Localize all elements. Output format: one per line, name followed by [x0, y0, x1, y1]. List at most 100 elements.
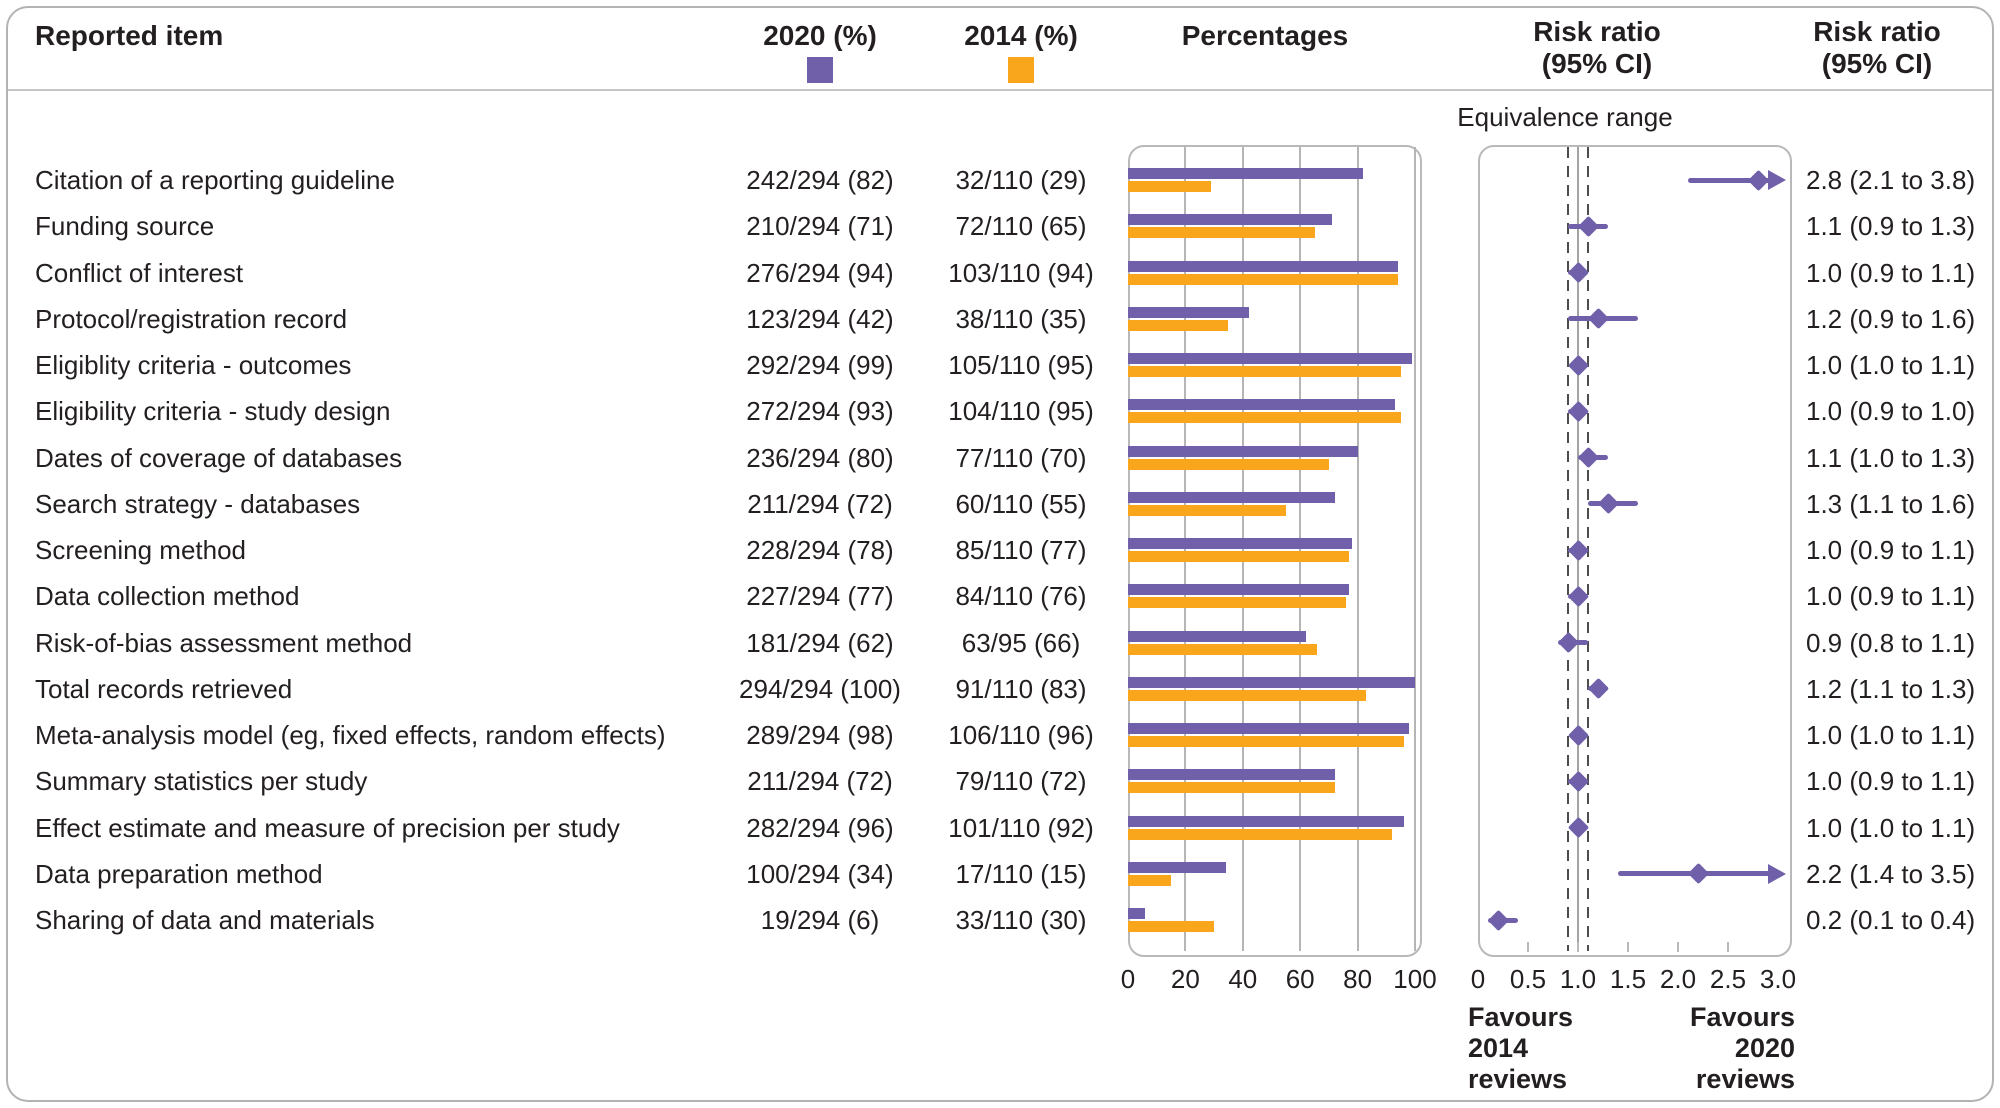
row-risk-ratio-text: 1.0 (0.9 to 1.1)	[1806, 535, 1976, 565]
bar-2014	[1128, 782, 1335, 794]
row-value-2014: 72/110 (65)	[955, 211, 1087, 242]
row-value-2014: 32/110 (29)	[955, 165, 1087, 195]
bar-gridline-20	[1184, 147, 1187, 951]
bar-axis-tick-20: 20	[1170, 964, 1200, 994]
bar-2014	[1128, 273, 1398, 285]
bar-2020	[1128, 538, 1352, 549]
row-item-label: Eligibility criteria - study design	[35, 396, 391, 427]
column-header-risk-ratio-plot: Risk ratio (95% CI)	[1533, 16, 1661, 79]
row-value-2020: 242/294 (82)	[746, 165, 894, 195]
bar-2020	[1128, 723, 1410, 734]
bar-axis-tick-0: 0	[1120, 964, 1136, 994]
bar-2020	[1128, 445, 1358, 457]
bar-2014	[1128, 319, 1229, 331]
bar-2020	[1128, 353, 1413, 364]
rr-axis-tick-3.0: 3.0	[1759, 964, 1797, 994]
ci-line	[1688, 177, 1772, 183]
rr-axis-tick-1.5: 1.5	[1609, 964, 1647, 994]
column-header-2020: 2020 (%)	[763, 20, 877, 51]
row-value-2020: 228/294 (78)	[746, 535, 894, 565]
header-divider	[8, 89, 1992, 91]
bar-gridline-60	[1299, 147, 1302, 951]
row-item-label: Sharing of data and materials	[35, 905, 375, 935]
row-item-label: Data collection method	[35, 581, 300, 612]
row-value-2014: 79/110 (72)	[955, 766, 1087, 797]
row-risk-ratio-text: 1.0 (0.9 to 1.1)	[1806, 581, 1976, 612]
rr-axis-tick-1.0: 1.0	[1559, 964, 1597, 994]
row-item-label: Funding source	[35, 211, 215, 242]
row-item-label: Summary statistics per study	[35, 766, 368, 797]
legend-swatch-2014	[1008, 57, 1034, 83]
rr-axis-tickmark-2.0	[1677, 942, 1679, 952]
row-value-2020: 19/294 (6)	[760, 905, 880, 935]
row-risk-ratio-text: 2.2 (1.4 to 3.5)	[1806, 858, 1976, 889]
rr-axis-tickmark-1.5	[1627, 942, 1629, 952]
row-value-2020: 211/294 (72)	[747, 766, 893, 797]
row-risk-ratio-text: 0.9 (0.8 to 1.1)	[1806, 627, 1976, 658]
row-value-2020: 236/294 (80)	[746, 442, 894, 473]
bar-2020	[1128, 306, 1249, 318]
row-risk-ratio-text: 1.1 (0.9 to 1.3)	[1806, 211, 1976, 242]
bar-axis-tick-100: 100	[1393, 964, 1437, 994]
bar-2014	[1128, 458, 1329, 470]
risk-ratio-panel	[1478, 145, 1792, 957]
row-item-label: Citation of a reporting guideline	[35, 165, 395, 195]
bar-gridline-100	[1414, 147, 1416, 951]
row-value-2014: 17/110 (15)	[955, 858, 1087, 889]
row-value-2014: 91/110 (83)	[955, 673, 1087, 704]
rr-axis-tick-0: 0	[1470, 964, 1486, 994]
row-value-2020: 289/294 (98)	[746, 720, 894, 750]
row-item-label: Data preparation method	[35, 858, 323, 889]
bar-gridline-40	[1241, 147, 1244, 951]
row-value-2014: 106/110 (96)	[948, 720, 1094, 750]
row-value-2014: 101/110 (92)	[948, 812, 1094, 843]
row-risk-ratio-text: 1.0 (1.0 to 1.1)	[1806, 812, 1976, 843]
row-risk-ratio-text: 2.8 (2.1 to 3.8)	[1806, 165, 1976, 195]
bar-2020	[1128, 584, 1349, 596]
bar-2014	[1128, 366, 1401, 377]
row-risk-ratio-text: 0.2 (0.1 to 0.4)	[1806, 905, 1976, 935]
row-value-2014: 85/110 (77)	[955, 535, 1087, 565]
bar-axis-tick-80: 80	[1343, 964, 1373, 994]
row-value-2020: 227/294 (77)	[746, 581, 894, 612]
row-risk-ratio-text: 1.0 (0.9 to 1.1)	[1806, 766, 1976, 797]
rr-axis-tickmark-1.0	[1577, 942, 1579, 952]
rr-axis-tickmark-2.5	[1727, 942, 1729, 952]
row-value-2020: 211/294 (72)	[747, 488, 893, 519]
row-value-2020: 123/294 (42)	[746, 303, 894, 334]
favours-2014-label: Favours 2014 reviews	[1468, 1002, 1574, 1094]
row-item-label: Eligiblity criteria - outcomes	[35, 350, 352, 380]
row-item-label: Search strategy - databases	[35, 488, 361, 519]
rr-axis-tick-2.5: 2.5	[1709, 964, 1747, 994]
column-header-2014: 2014 (%)	[964, 20, 1078, 51]
row-risk-ratio-text: 1.2 (0.9 to 1.6)	[1806, 303, 1976, 334]
row-value-2014: 84/110 (76)	[955, 581, 1087, 612]
row-item-label: Effect estimate and measure of precision…	[35, 812, 620, 843]
bar-2014	[1128, 689, 1367, 701]
row-risk-ratio-text: 1.3 (1.1 to 1.6)	[1806, 488, 1976, 519]
bar-2020	[1128, 908, 1146, 919]
bar-2014	[1128, 227, 1315, 239]
bar-2020	[1128, 260, 1398, 272]
row-value-2020: 282/294 (96)	[746, 812, 894, 843]
row-risk-ratio-text: 1.0 (1.0 to 1.1)	[1806, 350, 1976, 380]
bar-2014	[1128, 504, 1286, 516]
row-value-2014: 104/110 (95)	[948, 396, 1094, 427]
column-header-risk-ratio-values: Risk ratio (95% CI)	[1813, 16, 1941, 79]
row-item-label: Protocol/registration record	[35, 303, 348, 334]
bar-2014	[1128, 736, 1404, 747]
row-value-2020: 100/294 (34)	[746, 858, 894, 889]
row-value-2020: 276/294 (94)	[746, 257, 894, 288]
row-item-label: Screening method	[35, 535, 247, 565]
row-value-2020: 272/294 (93)	[746, 396, 894, 427]
bar-2020	[1128, 676, 1415, 688]
bar-gridline-80	[1356, 147, 1359, 951]
row-risk-ratio-text: 1.0 (0.9 to 1.0)	[1806, 396, 1976, 427]
row-item-label: Risk-of-bias assessment method	[35, 627, 413, 658]
bar-2020	[1128, 214, 1332, 226]
rr-axis-tick-2.0: 2.0	[1659, 964, 1697, 994]
ci-arrow-right	[1768, 170, 1786, 190]
row-risk-ratio-text: 1.1 (1.0 to 1.3)	[1806, 442, 1976, 473]
bar-2020	[1128, 861, 1226, 873]
